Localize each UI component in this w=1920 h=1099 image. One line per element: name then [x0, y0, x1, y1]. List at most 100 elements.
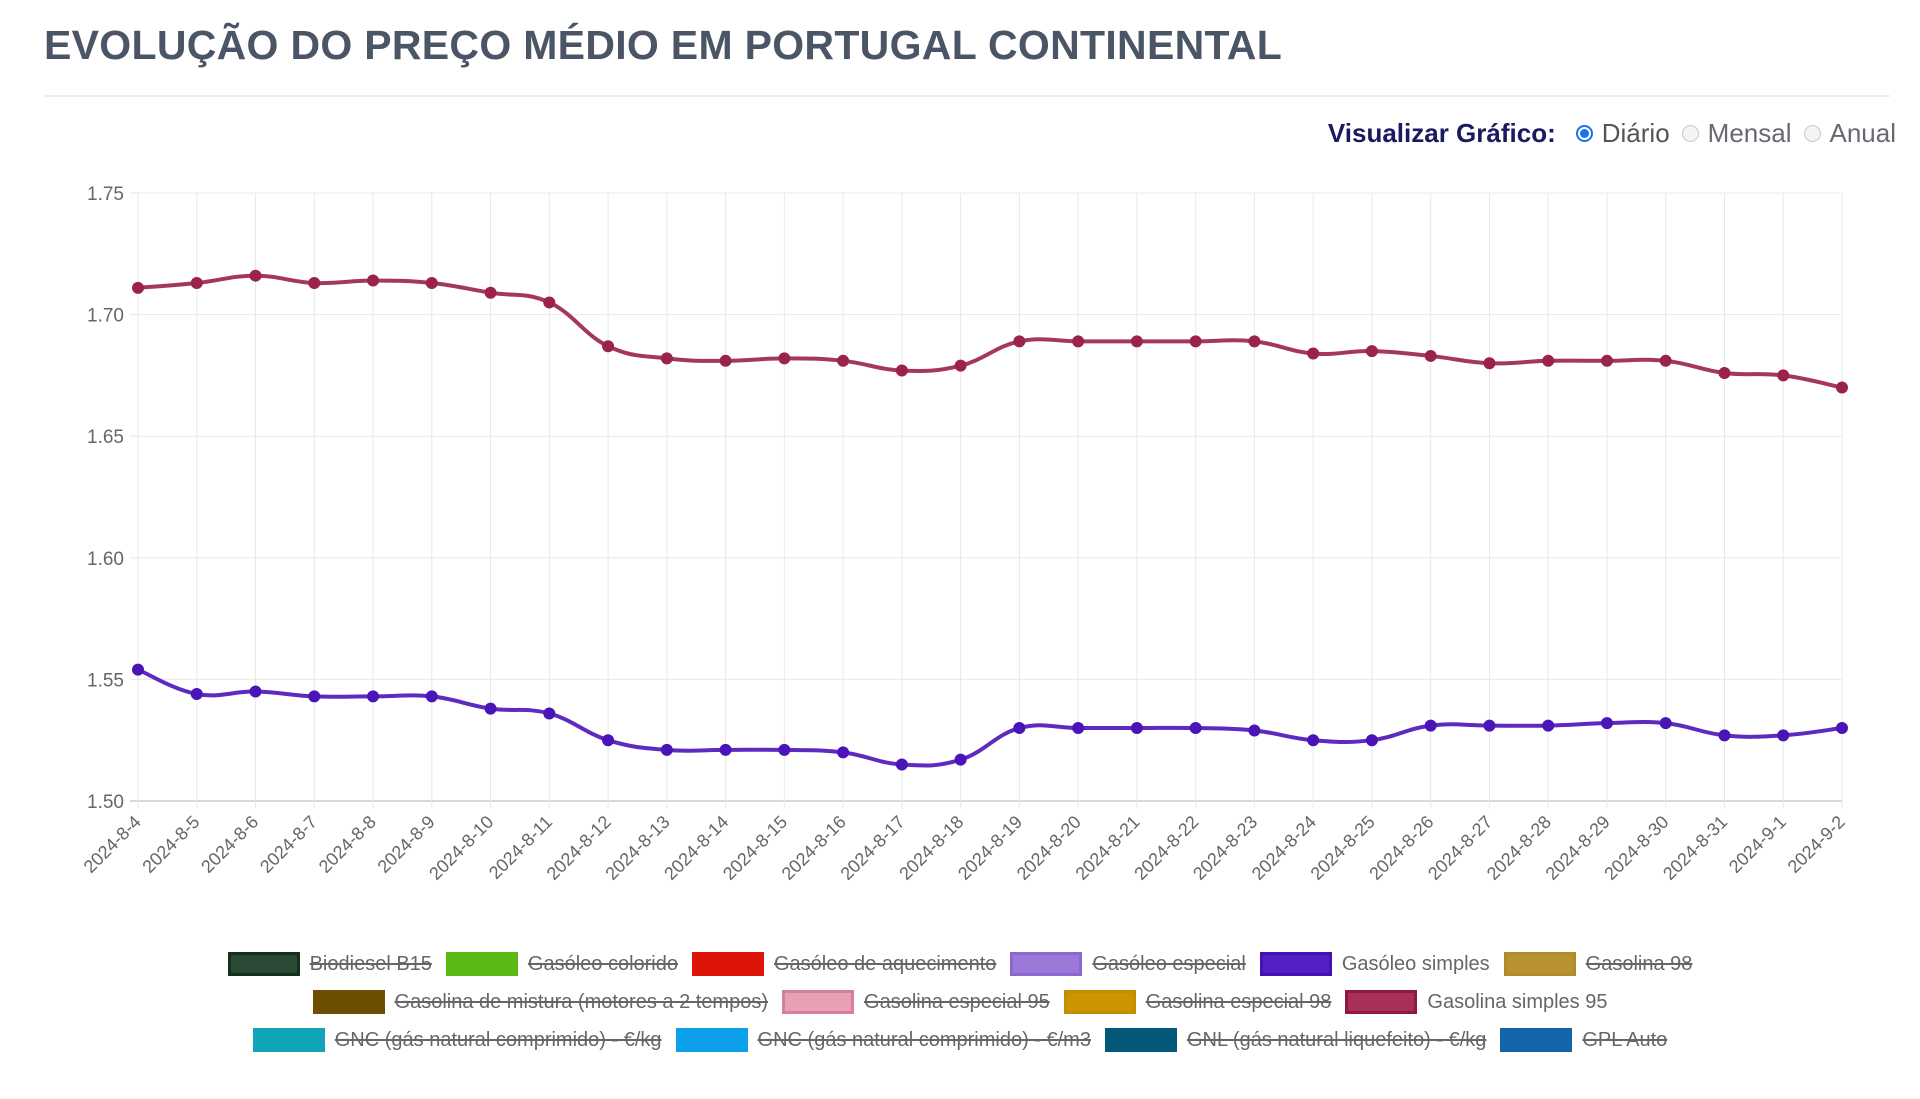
legend-item[interactable]: GPL Auto — [1500, 1028, 1667, 1052]
legend-label: GNC (gás natural comprimido) - €/m3 — [757, 1028, 1091, 1051]
data-point — [1718, 729, 1731, 742]
view-selector: Visualizar Gráfico: Diário Mensal Anual — [1328, 118, 1896, 149]
data-point — [308, 276, 321, 289]
data-point — [1365, 734, 1378, 747]
radio-button-icon[interactable] — [1575, 125, 1593, 142]
legend-item[interactable]: Gasolina especial 98 — [1063, 990, 1332, 1014]
y-tick-label: 1.60 — [87, 549, 124, 570]
legend-row: GNC (gás natural comprimido) - €/kg GNC (… — [0, 1021, 1920, 1059]
legend-label: GPL Auto — [1582, 1028, 1668, 1051]
data-point — [1836, 722, 1848, 735]
data-point — [543, 707, 556, 720]
data-point — [484, 286, 497, 299]
data-point — [1248, 724, 1261, 737]
x-tick-label: 2024-8-10 — [425, 812, 497, 884]
legend-swatch — [1345, 990, 1418, 1014]
page-title: EVOLUÇÃO DO PREÇO MÉDIO EM PORTUGAL CONT… — [44, 22, 1283, 68]
data-point — [1777, 729, 1790, 742]
legend-item[interactable]: Gasolina de mistura (motores a 2 tempos) — [312, 990, 768, 1014]
data-point — [719, 354, 732, 367]
data-point — [132, 663, 144, 676]
legend-row: Gasolina de mistura (motores a 2 tempos)… — [0, 983, 1920, 1021]
radio-mensal[interactable]: Mensal — [1681, 118, 1792, 149]
radio-button-icon[interactable] — [1803, 125, 1821, 142]
legend-item[interactable]: GNL (gás natural liquefeito) - €/kg — [1104, 1028, 1487, 1052]
legend-item[interactable]: Biodiesel B15 — [227, 952, 432, 976]
data-point — [602, 734, 615, 747]
data-point — [660, 743, 673, 756]
legend-label: Gasóleo de aquecimento — [774, 952, 997, 975]
data-point — [1424, 719, 1437, 732]
data-point — [1483, 357, 1496, 370]
legend-item[interactable]: Gasolina 98 — [1503, 952, 1693, 976]
legend-item[interactable]: Gasolina simples 95 — [1345, 990, 1607, 1014]
legend-swatch — [782, 990, 855, 1014]
legend-swatch — [1010, 952, 1083, 976]
legend-swatch — [1500, 1028, 1573, 1052]
legend-swatch — [252, 1028, 325, 1052]
legend-item[interactable]: GNC (gás natural comprimido) - €/m3 — [675, 1028, 1091, 1052]
data-point — [367, 690, 380, 703]
series-line-gasolina-simples-95 — [137, 273, 1843, 390]
data-point — [425, 276, 438, 289]
data-point — [543, 296, 556, 309]
legend-label: Gasóleo especial — [1092, 952, 1246, 975]
data-point — [1013, 335, 1026, 348]
data-point — [1365, 345, 1378, 358]
data-point — [778, 743, 791, 756]
data-point — [484, 702, 497, 715]
legend-swatch — [692, 952, 764, 976]
data-point — [308, 690, 321, 703]
radio-diario[interactable]: Diário — [1575, 118, 1670, 149]
legend-label: Gasolina 98 — [1585, 952, 1693, 975]
legend-item[interactable]: Gasóleo de aquecimento — [692, 952, 996, 976]
chart-legend: Biodiesel B15 Gasóleo colorido Gasóleo de … — [0, 945, 1920, 1059]
price-line-chart: 1.50 1.55 1.60 1.65 1.70 1.75 2024-8-42024-8-5… — [80, 184, 1849, 884]
data-point — [367, 274, 380, 287]
data-point — [1130, 722, 1143, 735]
data-point — [1013, 722, 1026, 735]
data-point — [1072, 335, 1085, 348]
data-point — [190, 276, 203, 289]
data-point — [1307, 347, 1320, 360]
legend-swatch — [312, 990, 385, 1014]
legend-label: Gasóleo simples — [1341, 952, 1490, 975]
legend-item[interactable]: Gasolina especial 95 — [782, 990, 1050, 1014]
radio-anual[interactable]: Anual — [1803, 118, 1896, 149]
data-point — [1424, 349, 1437, 362]
data-point — [425, 690, 438, 703]
legend-label: Gasóleo colorido — [527, 952, 678, 975]
legend-label: GNL (gás natural liquefeito) - €/kg — [1186, 1028, 1487, 1051]
legend-item[interactable]: Gasóleo simples — [1259, 952, 1490, 976]
legend-label: GNC (gás natural comprimido) - €/kg — [334, 1028, 662, 1051]
legend-label: Gasolina especial 98 — [1145, 990, 1332, 1013]
x-tick-label: 2024-8-7 — [256, 812, 321, 877]
radio-label: Mensal — [1707, 118, 1792, 148]
legend-swatch — [1259, 952, 1332, 976]
data-point — [249, 269, 262, 282]
data-point — [1836, 381, 1848, 394]
radio-button-icon[interactable] — [1681, 125, 1699, 142]
data-point — [1072, 722, 1085, 735]
legend-item[interactable]: GNC (gás natural comprimido) - €/kg — [252, 1028, 662, 1052]
data-point — [1542, 719, 1555, 732]
data-point — [837, 746, 850, 759]
legend-label: Gasolina especial 95 — [864, 990, 1050, 1013]
y-tick-label: 1.75 — [87, 184, 124, 205]
data-point — [1189, 335, 1202, 348]
legend-label: Biodiesel B15 — [309, 952, 432, 975]
data-point — [249, 685, 262, 698]
data-point — [895, 364, 908, 377]
data-point — [954, 753, 967, 766]
data-point — [1483, 719, 1496, 732]
legend-swatch — [1063, 990, 1136, 1014]
view-selector-label: Visualizar Gráfico: — [1327, 118, 1556, 148]
x-tick-label: 2024-9-1 — [1725, 812, 1790, 877]
legend-item[interactable]: Gasóleo colorido — [445, 952, 678, 976]
data-point — [1248, 335, 1261, 348]
y-tick-label: 1.65 — [87, 427, 124, 448]
data-point — [778, 352, 791, 365]
data-point — [1659, 717, 1672, 730]
data-point — [1718, 366, 1731, 379]
legend-item[interactable]: Gasóleo especial — [1010, 952, 1246, 976]
